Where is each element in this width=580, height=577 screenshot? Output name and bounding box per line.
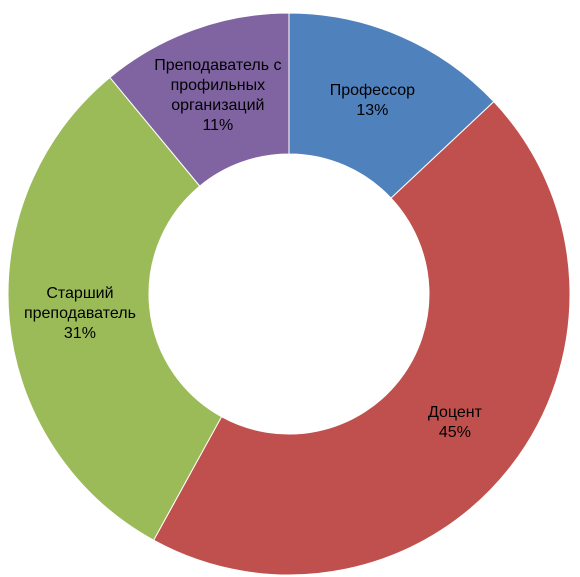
donut-segment	[288, 12, 495, 199]
donut-segment	[7, 76, 223, 541]
value-label: 11%	[202, 117, 234, 135]
segment-label: Доцент 45%	[395, 403, 515, 443]
segment-label: Преподаватель с профильных организаций 11…	[143, 56, 293, 136]
value-label: 45%	[438, 423, 471, 441]
segment-label: Профессор 13%	[317, 81, 427, 121]
donut-segment	[109, 12, 290, 187]
category-label: Доцент	[427, 403, 482, 421]
category-label: Старший преподаватель	[23, 284, 136, 322]
segment-label: Старший преподаватель 31%	[15, 284, 145, 344]
donut-segment	[152, 100, 571, 576]
value-label: 31%	[63, 324, 96, 342]
category-label: Преподаватель с профильных организаций	[154, 57, 282, 115]
category-label: Профессор	[329, 82, 416, 100]
value-label: 13%	[356, 102, 389, 120]
